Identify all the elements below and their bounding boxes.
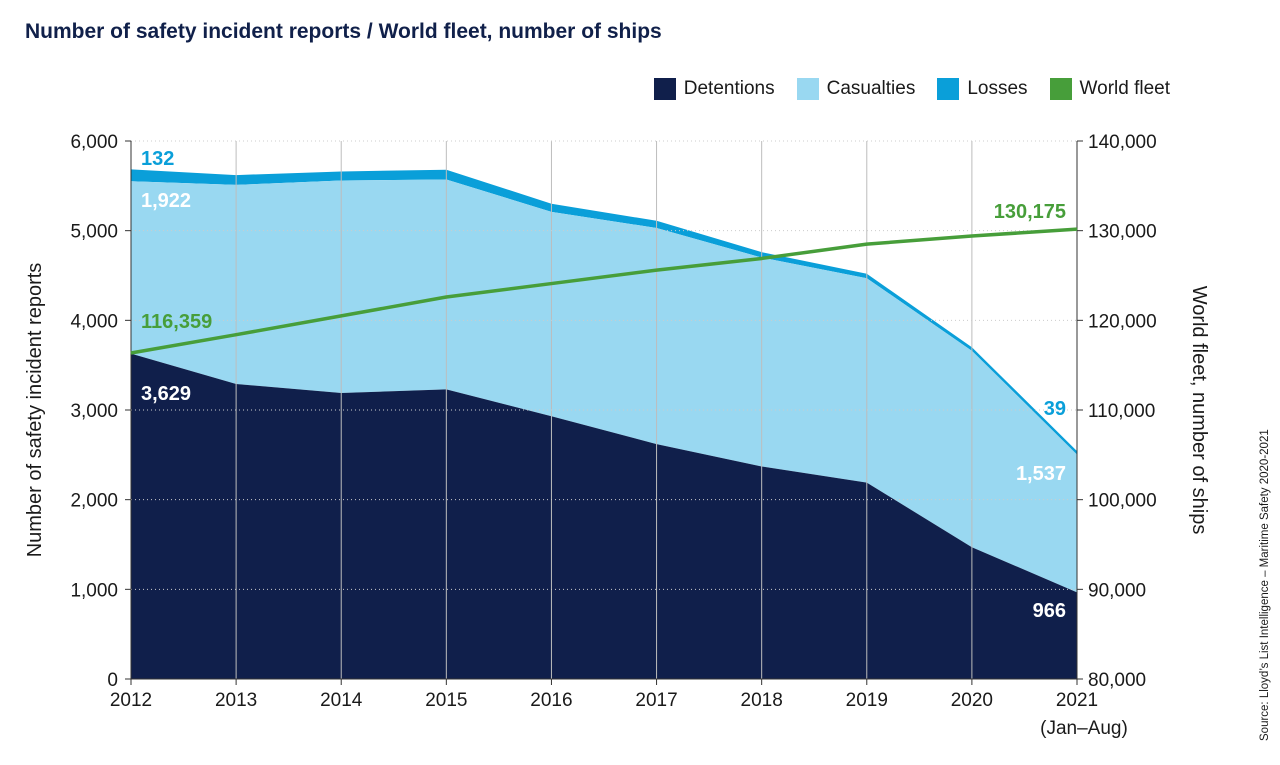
y-tick-label-left: 0 [107, 670, 118, 691]
x-tick-label: 2016 [530, 690, 572, 711]
x-tick-label: 2017 [635, 690, 677, 711]
legend-swatch-casualties [796, 78, 819, 100]
world-fleet-point [656, 269, 658, 271]
x-tick-label: 2013 [215, 690, 257, 711]
data-label-detentions-2012: 3,629 [141, 383, 191, 405]
legend-label-casualties: Casualties [826, 78, 916, 99]
data-label-detentions-2021: 966 [1033, 600, 1066, 622]
y-tick-label-right: 100,000 [1088, 491, 1157, 512]
world-fleet-point [1076, 228, 1078, 230]
x-tick-label: 2020 [951, 690, 993, 711]
x-tick-label: 2014 [320, 690, 363, 711]
x-tick-label: 2021 [1056, 690, 1098, 711]
legend-swatch-losses [937, 78, 960, 100]
y-tick-label-right: 110,000 [1088, 401, 1155, 422]
data-label-losses-2012: 132 [141, 148, 174, 170]
x-tick-label: 2012 [110, 690, 152, 711]
y-tick-label-right: 130,000 [1088, 222, 1157, 243]
legend-swatch-detentions [653, 78, 676, 100]
y-tick-label-left: 6,000 [70, 132, 118, 153]
x-tick-label: 2018 [741, 690, 783, 711]
y-tick-label-left: 4,000 [70, 311, 118, 332]
data-label-fleet-2012: 116,359 [141, 311, 212, 333]
y-tick-label-left: 3,000 [70, 401, 118, 422]
chart-title: Number of safety incident reports / Worl… [25, 20, 662, 43]
casualties-area [131, 179, 1077, 593]
y-tick-label-right: 90,000 [1088, 580, 1146, 601]
world-fleet-point [761, 257, 763, 259]
world-fleet-point [866, 243, 868, 245]
y-axis-title-right: World fleet, number of ships [1188, 286, 1210, 535]
legend-label-world-fleet: World fleet [1079, 78, 1170, 99]
x-tick-label: 2015 [425, 690, 467, 711]
y-axis-title-left: Number of safety incident reports [24, 263, 46, 558]
legend-item-world-fleet: World fleet [1049, 78, 1170, 100]
y-tick-label-left: 1,000 [70, 580, 118, 601]
data-label-fleet-2021: 130,175 [994, 201, 1066, 223]
world-fleet-point [550, 283, 552, 285]
detentions-area [131, 353, 1077, 679]
legend-item-losses: Losses [937, 78, 1028, 100]
world-fleet-line [130, 227, 1078, 355]
world-fleet-point [130, 352, 132, 354]
legend-swatch-world-fleet [1049, 78, 1072, 100]
legend-label-losses: Losses [967, 78, 1028, 99]
source-note: Source: Lloyd’s List Intelligence – Mari… [1259, 429, 1271, 741]
y-tick-label-right: 140,000 [1088, 132, 1157, 153]
world-fleet-point [445, 296, 447, 298]
data-label-casualties-2021: 1,537 [1016, 463, 1066, 485]
legend-label-detentions: Detentions [683, 78, 775, 99]
data-label-losses-2021: 39 [1044, 398, 1066, 420]
legend: Detentions Casualties Losses World fleet [653, 78, 1170, 100]
y-tick-label-left: 5,000 [70, 222, 118, 243]
y-tick-label-right: 80,000 [1088, 670, 1146, 691]
world-fleet-point [971, 235, 973, 237]
y-tick-label-right: 120,000 [1088, 311, 1157, 332]
y-tick-label-left: 2,000 [70, 491, 118, 512]
data-label-casualties-2012: 1,922 [141, 190, 191, 212]
world-fleet-point [340, 315, 342, 317]
world-fleet-point [235, 334, 237, 336]
x-tick-label: 2019 [846, 690, 888, 711]
x-tick-sublabel: (Jan–Aug) [1040, 718, 1128, 739]
legend-item-detentions: Detentions [653, 78, 775, 100]
legend-item-casualties: Casualties [796, 78, 916, 100]
